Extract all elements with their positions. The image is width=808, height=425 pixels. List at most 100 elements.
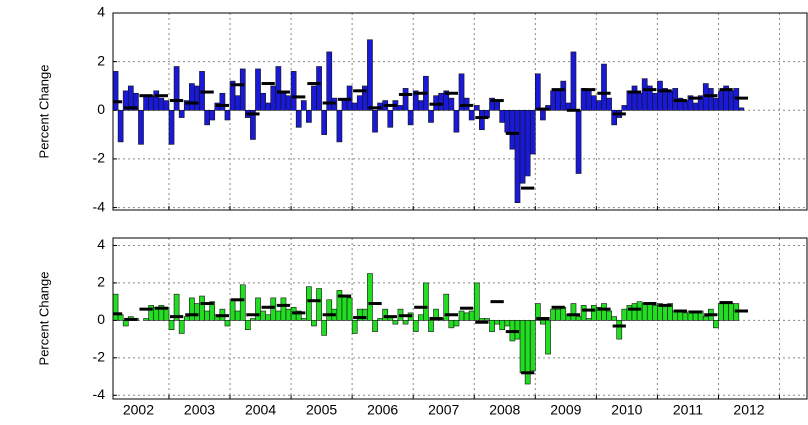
bar	[209, 301, 216, 321]
bar	[631, 303, 638, 321]
bar	[606, 97, 612, 111]
bar	[514, 320, 521, 340]
bar	[173, 66, 180, 111]
bar	[473, 105, 480, 111]
bar	[489, 320, 495, 332]
bar	[219, 92, 226, 111]
bar	[667, 90, 673, 111]
bar	[641, 78, 648, 111]
bar	[306, 286, 312, 321]
bar	[535, 73, 541, 111]
bar	[341, 295, 348, 321]
bar	[122, 320, 129, 327]
y-tick-label: 4	[97, 236, 105, 252]
bar	[433, 308, 439, 321]
bar	[428, 109, 434, 123]
bar	[316, 288, 322, 321]
bar	[570, 303, 577, 321]
bar	[244, 320, 251, 331]
bar	[143, 95, 149, 111]
bar	[601, 303, 607, 321]
bar	[519, 109, 526, 184]
bar	[494, 320, 500, 325]
bar	[652, 92, 658, 111]
bar	[728, 303, 735, 321]
bar	[621, 308, 628, 321]
bar	[606, 310, 612, 321]
bar	[453, 320, 460, 327]
bar	[560, 80, 567, 111]
bar	[351, 102, 358, 111]
bar	[443, 293, 450, 321]
x-tick-label: 2009	[550, 402, 581, 418]
bar	[438, 92, 445, 111]
bar	[468, 310, 475, 321]
bar	[550, 90, 556, 111]
bar	[412, 320, 419, 332]
bar	[346, 297, 353, 321]
bar	[479, 318, 485, 321]
bar	[453, 109, 460, 133]
bar	[463, 312, 470, 321]
bar	[590, 305, 597, 321]
bar	[662, 305, 668, 321]
bar	[504, 109, 511, 133]
bar	[275, 310, 282, 321]
x-tick-label: 2002	[123, 402, 154, 418]
bar	[326, 299, 333, 321]
bar	[189, 83, 195, 111]
bar	[738, 107, 745, 111]
bar	[270, 85, 277, 111]
bar	[601, 63, 607, 111]
bar	[265, 102, 272, 111]
y-tick-label: 2	[97, 274, 105, 290]
bar	[117, 109, 124, 143]
y-tick-label: 0	[97, 101, 105, 117]
bar	[290, 71, 297, 111]
bar	[417, 100, 424, 111]
bar	[255, 68, 261, 111]
bar	[575, 316, 582, 321]
bar	[321, 320, 327, 336]
panel: -4 -2 0 2 4 Percent Change	[36, 4, 808, 214]
bar	[295, 109, 302, 128]
bar	[529, 109, 536, 155]
bar	[550, 308, 556, 321]
bar	[275, 66, 282, 111]
bar	[479, 109, 485, 131]
bar	[575, 109, 582, 174]
bar	[468, 109, 475, 121]
bar	[280, 90, 287, 111]
bar	[392, 320, 399, 325]
bar	[585, 90, 592, 111]
bar	[611, 316, 618, 321]
plot-frame	[112, 12, 808, 211]
bar	[718, 90, 724, 111]
bar	[545, 320, 551, 355]
bar	[351, 320, 358, 334]
bar	[316, 66, 322, 111]
bar	[341, 100, 348, 111]
plot-area	[113, 13, 807, 210]
bar	[336, 109, 343, 143]
bar	[300, 100, 307, 111]
bar	[616, 320, 623, 340]
bar	[265, 314, 272, 321]
bar	[224, 109, 231, 121]
bar	[194, 85, 200, 111]
plot-frame	[112, 237, 808, 400]
bar	[138, 109, 144, 145]
bar	[117, 314, 124, 321]
y-tick-label: 4	[97, 4, 105, 20]
bar	[234, 310, 241, 321]
bar	[367, 273, 373, 321]
y-tick-label: -4	[93, 198, 106, 214]
bar	[285, 308, 292, 321]
bar	[692, 102, 699, 111]
bar	[158, 97, 165, 111]
bar	[713, 320, 719, 329]
bar	[555, 308, 562, 321]
bar	[535, 303, 541, 321]
bar	[473, 282, 480, 321]
